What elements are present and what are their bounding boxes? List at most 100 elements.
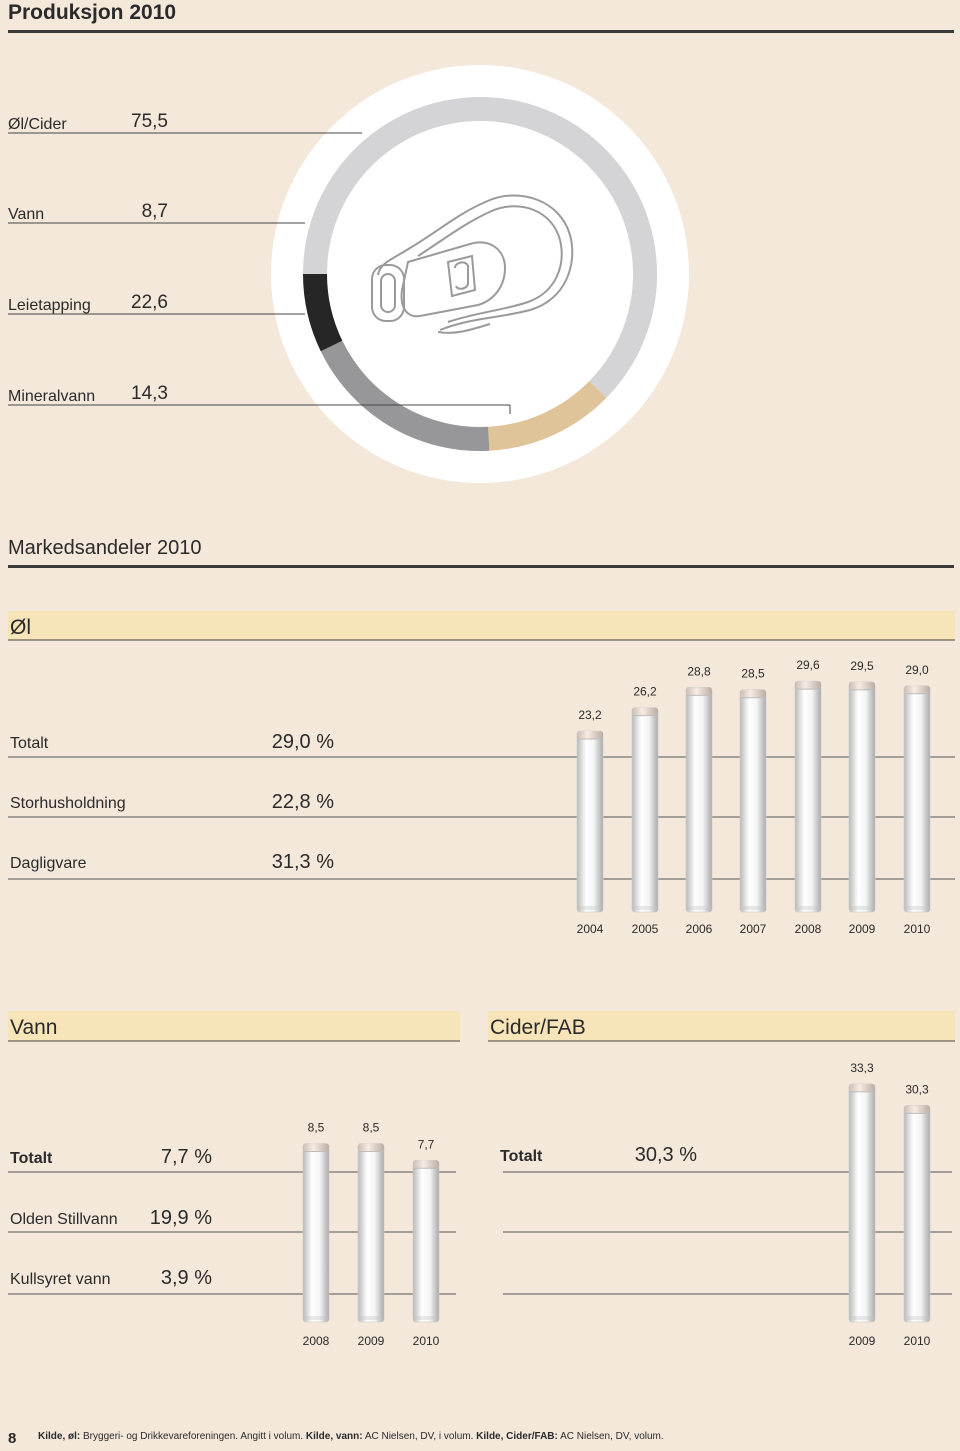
can-top — [904, 1105, 930, 1114]
row-label: Kullsyret vann — [10, 1271, 111, 1288]
row-label: Totalt — [10, 735, 49, 752]
market-section: Cider/FAB Totalt 30,3 % 33,3 2009 30,3 2010 — [488, 1011, 955, 1348]
x-tick-label: 2010 — [413, 1334, 440, 1348]
source-part: Bryggeri- og Drikkevareforeningen. Angit… — [80, 1431, 306, 1442]
source-part: Kilde, Cider/FAB: — [476, 1431, 558, 1442]
page-title: Produksjon 2010 — [8, 1, 176, 24]
row-share: 3,9 % — [161, 1267, 212, 1289]
x-tick-label: 2010 — [904, 1334, 931, 1348]
row-share: 19,9 % — [150, 1207, 212, 1229]
x-tick-label: 2008 — [303, 1334, 330, 1348]
bar — [357, 1143, 385, 1323]
source-note: Kilde, øl: Bryggeri- og Drikkevareforeni… — [38, 1431, 664, 1442]
production-label: Øl/Cider — [8, 116, 67, 133]
section-heading: Vann — [10, 1016, 58, 1039]
row-share: 31,3 % — [272, 851, 334, 873]
row-share: 22,8 % — [272, 791, 334, 813]
x-tick-label: 2004 — [577, 922, 604, 936]
source-part: AC Nielsen, DV, volum. — [558, 1431, 664, 1442]
section-title: Markedsandeler 2010 — [8, 537, 201, 559]
donut-segment — [487, 380, 607, 451]
bar — [848, 681, 876, 913]
section-band — [8, 1011, 460, 1041]
section-rule — [8, 565, 954, 568]
donut-backdrop — [271, 65, 689, 483]
can-top — [632, 707, 658, 716]
can-top — [849, 1083, 875, 1092]
section-heading: Øl — [10, 616, 31, 639]
market-section: Øl Totalt 29,0 % Storhusholdning 22,8 % Dagli… — [8, 611, 955, 936]
x-tick-label: 2007 — [740, 922, 767, 936]
production-value: 75,5 — [131, 111, 168, 132]
data-label: 26,2 — [633, 685, 657, 699]
data-label: 8,5 — [363, 1121, 380, 1135]
bar — [412, 1160, 440, 1323]
data-label: 29,5 — [850, 659, 874, 673]
x-tick-label: 2008 — [795, 922, 822, 936]
row-label: Totalt — [10, 1150, 53, 1167]
title-rule — [8, 30, 954, 33]
x-tick-label: 2009 — [849, 1334, 876, 1348]
row-label: Totalt — [500, 1148, 543, 1165]
row-share: 29,0 % — [272, 731, 334, 753]
data-label: 23,2 — [578, 708, 602, 722]
production-label: Mineralvann — [8, 388, 95, 405]
bar — [903, 1105, 931, 1323]
data-label: 29,0 — [905, 663, 929, 677]
bar — [848, 1083, 876, 1323]
donut — [303, 97, 657, 451]
can-top — [740, 689, 766, 698]
section-band — [8, 611, 955, 640]
row-label: Storhusholdning — [10, 795, 126, 812]
bar — [794, 680, 822, 913]
row-label: Dagligvare — [10, 855, 87, 872]
donut-segment — [303, 273, 343, 352]
bar — [631, 707, 659, 913]
data-label: 28,5 — [741, 667, 765, 681]
source-part: Kilde, øl: — [38, 1431, 80, 1442]
x-tick-label: 2010 — [904, 922, 931, 936]
section-heading: Cider/FAB — [490, 1016, 586, 1039]
source-part: AC Nielsen, DV, i volum. — [363, 1431, 477, 1442]
row-share: 7,7 % — [161, 1146, 212, 1168]
can-top — [358, 1143, 384, 1152]
data-label: 7,7 — [418, 1137, 435, 1151]
x-tick-label: 2005 — [632, 922, 659, 936]
bar — [685, 687, 713, 913]
x-tick-label: 2006 — [686, 922, 713, 936]
x-tick-label: 2009 — [849, 922, 876, 936]
can-top — [904, 685, 930, 694]
row-label: Olden Stillvann — [10, 1211, 118, 1228]
can-top — [686, 687, 712, 696]
market-section: Vann Totalt 7,7 % Olden Stillvann 19,9 % Kull… — [8, 1011, 460, 1348]
bar — [739, 689, 767, 913]
production-label: Vann — [8, 206, 44, 223]
row-share: 30,3 % — [635, 1144, 697, 1166]
donut-segment — [303, 97, 657, 398]
can-top — [413, 1160, 439, 1169]
market-shares: Øl Totalt 29,0 % Storhusholdning 22,8 % Dagli… — [8, 611, 955, 1348]
data-label: 33,3 — [850, 1061, 874, 1075]
bar — [903, 685, 931, 913]
bar — [576, 730, 604, 913]
data-label: 28,8 — [687, 664, 711, 678]
production-label: Leietapping — [8, 297, 91, 314]
section-band — [488, 1011, 955, 1041]
bar — [302, 1143, 330, 1323]
source-part: Kilde, vann: — [306, 1431, 363, 1442]
can-top — [849, 681, 875, 690]
can-top — [303, 1143, 329, 1152]
production-value: 8,7 — [142, 201, 168, 222]
data-label: 30,3 — [905, 1082, 929, 1096]
can-top — [795, 681, 821, 690]
can-top — [577, 731, 603, 740]
page-number: 8 — [8, 1430, 16, 1447]
x-tick-label: 2009 — [358, 1334, 385, 1348]
donut-segment — [320, 340, 490, 451]
production-value: 22,6 — [131, 292, 168, 313]
data-label: 8,5 — [308, 1121, 325, 1135]
data-label: 29,6 — [796, 658, 820, 672]
